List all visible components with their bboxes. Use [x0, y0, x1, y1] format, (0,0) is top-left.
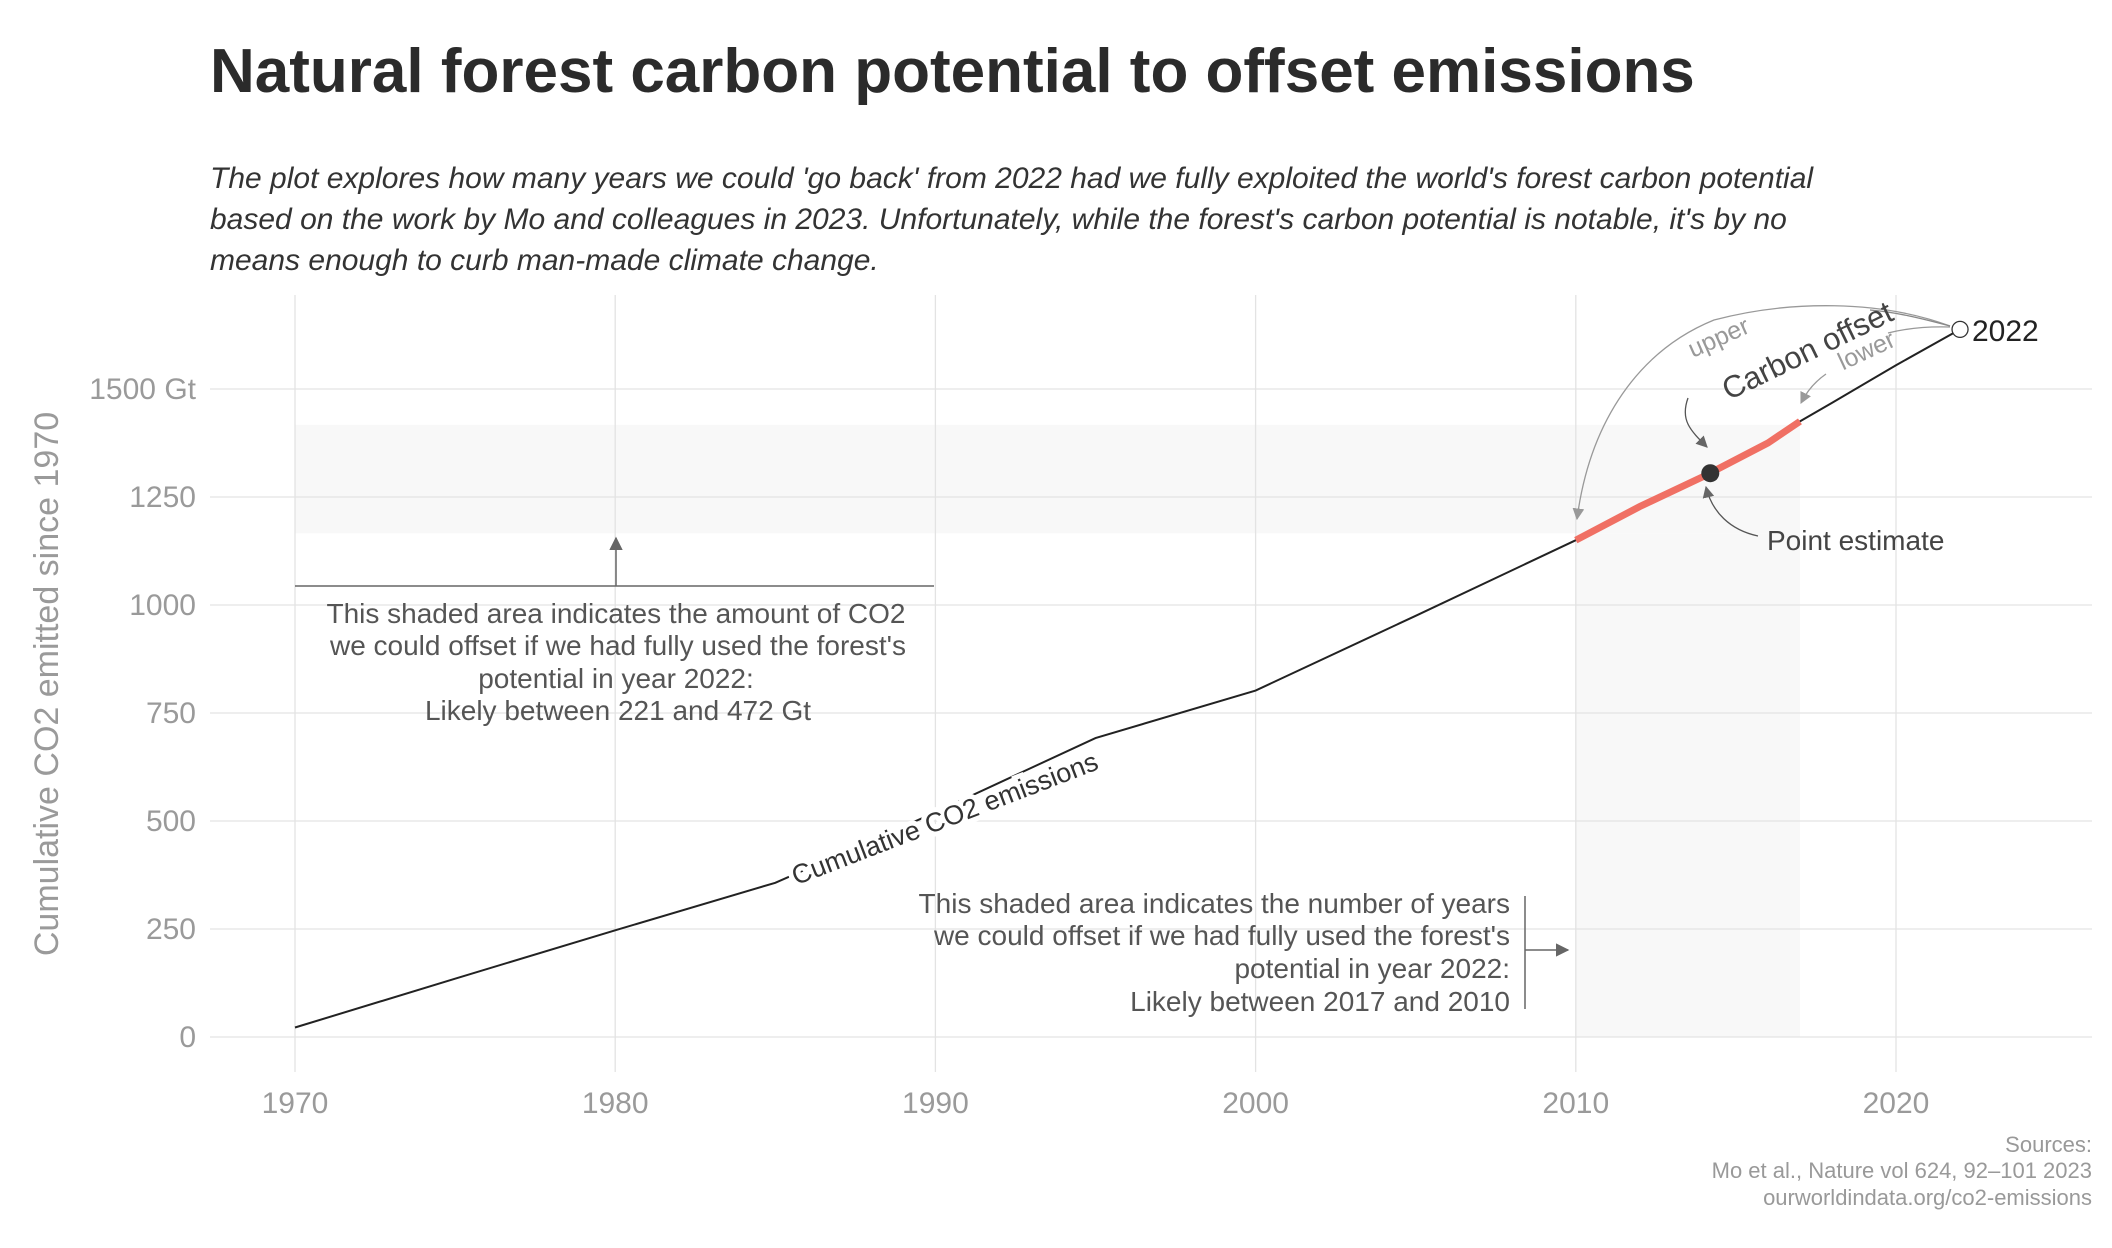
y-tick-label: 1500 Gt — [89, 373, 196, 406]
sources-line: Mo et al., Nature vol 624, 92–101 2023 — [1712, 1158, 2092, 1183]
y-tick-label: 500 — [146, 805, 196, 838]
gt-note-line: This shaded area indicates the amount of… — [326, 598, 905, 629]
sources-line: ourworldindata.org/co2-emissions — [1763, 1185, 2092, 1210]
x-tick-label: 1980 — [582, 1087, 649, 1120]
years-note-line: Likely between 2017 and 2010 — [1130, 986, 1510, 1017]
gt-note: This shaded area indicates the amount of… — [326, 598, 906, 726]
x-tick-label: 1970 — [262, 1087, 329, 1120]
series-label: Cumulative CO2 emissions — [787, 746, 1102, 891]
sources-line: Sources: — [2005, 1132, 2092, 1157]
x-tick-label: 2010 — [1542, 1087, 1609, 1120]
y-axis-title: Cumulative CO2 emitted since 1970 — [28, 412, 66, 956]
y-tick-label: 1000 — [129, 589, 196, 622]
upper-label: upper — [1684, 312, 1754, 364]
offset-leader — [1869, 309, 1951, 327]
y-tick-label: 250 — [146, 913, 196, 946]
point-estimate-label: Point estimate — [1767, 525, 1944, 556]
lower-arrow-visible — [1800, 373, 1827, 405]
chart-title: Natural forest carbon potential to offse… — [210, 37, 1695, 106]
end-year-label: 2022 — [1972, 315, 2039, 348]
lower-leader — [1887, 326, 1951, 334]
x-tick-label: 1990 — [902, 1087, 969, 1120]
end-point-marker — [1951, 320, 1969, 339]
gt-shaded-band — [295, 424, 1800, 534]
gt-note-line: potential in year 2022: — [478, 663, 754, 694]
years-note-line: potential in year 2022: — [1234, 953, 1510, 984]
point-estimate-arrow — [1702, 485, 1759, 537]
x-tick-label: 2000 — [1222, 1087, 1289, 1120]
years-shaded-band — [1575, 533, 1800, 1037]
y-tick-label: 0 — [179, 1021, 196, 1054]
years-note-line: This shaded area indicates the number of… — [919, 888, 1510, 919]
emissions-line — [294, 328, 1961, 1029]
upper-arrow — [1572, 305, 1951, 521]
y-tick-label: 1250 — [129, 481, 196, 514]
years-note-line: we could offset if we had fully used the… — [933, 920, 1510, 951]
subtitle-line: means enough to curb man-made climate ch… — [210, 244, 879, 277]
x-tick-label: 2020 — [1863, 1087, 1930, 1120]
subtitle-line: based on the work by Mo and colleagues i… — [210, 203, 1787, 236]
sources: Sources: Mo et al., Nature vol 624, 92–1… — [1712, 1132, 2092, 1210]
gt-note-line: Likely between 221 and 472 Gt — [425, 695, 811, 726]
point-estimate-marker — [1701, 464, 1720, 483]
years-note: This shaded area indicates the number of… — [919, 888, 1510, 1017]
gt-note-line: we could offset if we had fully used the… — [329, 630, 906, 661]
subtitle-line: The plot explores how many years we coul… — [210, 162, 1814, 195]
y-tick-label: 750 — [146, 697, 196, 730]
subtitle: The plot explores how many years we coul… — [210, 162, 1814, 277]
carbon-offset-arrow — [1684, 397, 1708, 448]
